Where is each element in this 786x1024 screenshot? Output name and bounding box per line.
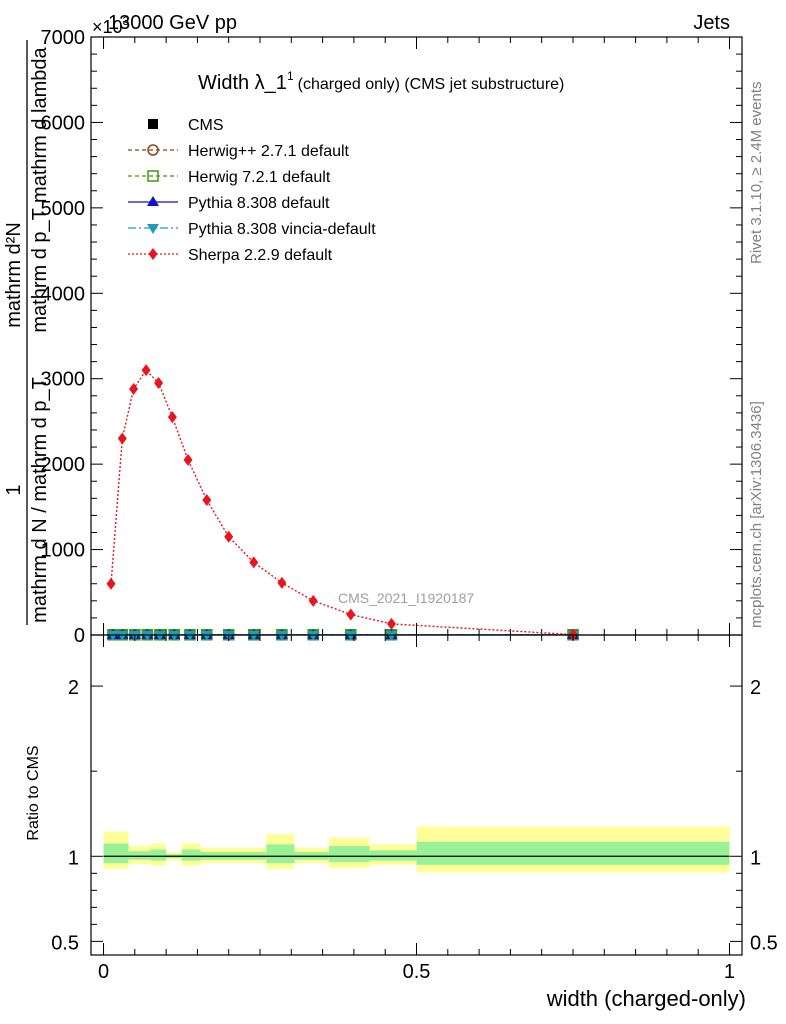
legend-marker-0 (148, 119, 158, 129)
ratio-band-green-10 (416, 841, 730, 865)
sherpa-point-6 (183, 453, 193, 466)
y-label-prefix-numerator: 1 (3, 484, 25, 495)
ratio-y-tick-label-right-0: 0.5 (750, 932, 778, 954)
sherpa-point-13 (386, 617, 396, 630)
sherpa-point-11 (308, 594, 318, 607)
series-4-point-3 (141, 630, 154, 641)
ratio-band-green-2 (150, 849, 167, 861)
sherpa-point-7 (202, 494, 212, 507)
sherpa-point-12 (346, 608, 356, 621)
y-tick-label-7: 7000 (41, 27, 86, 49)
legend-marker-1 (147, 144, 159, 156)
sherpa-point-4 (154, 376, 164, 389)
ratio-y-tick-label-left-0: 0.5 (51, 932, 79, 954)
y-label-prefix-denominator: mathrm d N / mathrm d p_T (29, 377, 51, 623)
mcplots-label: mcplots.cern.ch [arXiv:1306.3436] (748, 401, 765, 628)
ratio-band-green-8 (328, 846, 370, 863)
series-4-point-11 (307, 630, 320, 641)
analysis-watermark: CMS_2021_I1920187 (338, 590, 474, 606)
energy-label: 13000 GeV pp (108, 12, 237, 34)
legend-label-4: Pythia 8.308 vincia-default (188, 221, 376, 238)
ratio-y-tick-label-right-2: 2 (750, 677, 761, 699)
x-tick-label-1: 0.5 (403, 961, 431, 983)
series-4-point-0 (106, 630, 119, 641)
legend-marker-2 (147, 170, 159, 182)
series-4-point-7 (200, 630, 213, 641)
ratio-y-tick-label-right-1: 1 (750, 847, 761, 869)
sherpa-point-9 (249, 556, 259, 569)
y-tick-label-0: 0 (74, 625, 85, 647)
y-tick-label-4: 4000 (41, 283, 86, 305)
y-axis-label: mathrm d²N mathrm d p_T mathrm d lambda … (3, 40, 51, 625)
rivet-label: Rivet 3.1.10, ≥ 2.4M events (748, 82, 765, 265)
sherpa-point-5 (167, 411, 177, 424)
chart-title: Width λ_11 (charged only) (CMS jet substr… (198, 69, 564, 94)
y-exponent-label: ×103 (92, 14, 130, 37)
ratio-band-green-9 (369, 850, 417, 861)
legend-label-1: Herwig++ 2.7.1 default (188, 143, 350, 160)
sherpa-point-2 (129, 382, 139, 395)
series-4-point-10 (275, 630, 288, 641)
y-label-numerator: mathrm d²N (3, 222, 25, 328)
y-tick-label-3: 3000 (41, 369, 86, 391)
sherpa-point-0 (106, 577, 116, 590)
ratio-plot-area: 0 0.5 1 0.5 0.5 1 1 2 2 (51, 634, 778, 983)
x-tick-label-2: 1 (724, 961, 735, 983)
y-tick-label-2: 2000 (41, 454, 86, 476)
ratio-band-green-0 (103, 843, 129, 864)
ratio-band-green-6 (266, 844, 295, 864)
ratio-y-label: Ratio to CMS (25, 745, 42, 840)
x-tick-label-0: 0 (98, 961, 109, 983)
sherpa-point-8 (224, 530, 234, 543)
y-label-denominator: mathrm d p_T mathrm d lambda (29, 46, 51, 332)
ratio-band-green-1 (128, 851, 151, 860)
y-tick-label-5: 5000 (41, 198, 86, 220)
y-tick-label-6: 6000 (41, 112, 86, 134)
ratio-band-green-4 (181, 849, 201, 861)
series-4-point-12 (344, 630, 357, 641)
legend-marker-5 (148, 248, 158, 260)
legend-label-2: Herwig 7.2.1 default (188, 169, 331, 186)
legend-label-5: Sherpa 2.2.9 default (188, 247, 333, 264)
series-4-point-1 (116, 630, 129, 641)
ratio-y-tick-label-left-2: 2 (68, 677, 79, 699)
sherpa-line (110, 369, 574, 636)
legend: CMS Herwig++ 2.7.1 default Herwig 7.2.1 de… (128, 117, 376, 264)
process-label: Jets (693, 12, 730, 34)
legend-marker-4 (147, 224, 159, 234)
series-4-point-5 (168, 630, 181, 641)
ratio-y-tick-label-left-1: 1 (68, 847, 79, 869)
legend-label-0: CMS (188, 117, 224, 134)
y-tick-label-1: 1000 (41, 540, 86, 562)
series-4-point-4 (153, 630, 166, 641)
main-plot-area: 0 1000 2000 3000 4000 5000 6000 7000 (41, 27, 743, 647)
series-4-point-13 (385, 630, 398, 641)
sherpa-point-3 (141, 364, 151, 377)
sherpa-point-10 (277, 576, 287, 589)
sherpa-point-1 (117, 432, 127, 445)
legend-label-3: Pythia 8.308 default (188, 195, 330, 212)
series-4-point-6 (183, 630, 196, 641)
ratio-frame (90, 634, 743, 956)
x-axis-label: width (charged-only) (546, 986, 746, 1011)
series-4-point-9 (247, 630, 260, 641)
legend-marker-3 (147, 196, 159, 206)
